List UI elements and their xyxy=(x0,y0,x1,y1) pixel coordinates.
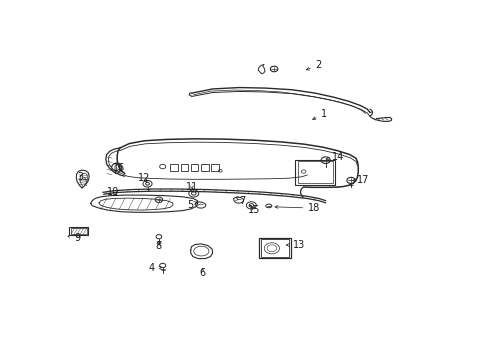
Text: 5: 5 xyxy=(186,199,196,210)
Bar xyxy=(190,163,198,171)
Text: 8: 8 xyxy=(156,241,162,251)
Text: 9: 9 xyxy=(74,233,81,243)
Text: 17: 17 xyxy=(352,175,369,185)
Text: 11: 11 xyxy=(185,182,198,192)
Text: 13: 13 xyxy=(286,240,305,250)
Bar xyxy=(261,239,288,257)
Text: 2: 2 xyxy=(305,60,321,70)
Text: 12: 12 xyxy=(137,174,150,184)
Bar xyxy=(180,163,188,171)
Text: 6: 6 xyxy=(199,268,205,278)
Bar xyxy=(70,228,86,234)
Bar xyxy=(297,161,332,183)
Bar xyxy=(295,159,334,185)
Text: 4: 4 xyxy=(149,263,162,273)
Text: 18: 18 xyxy=(275,203,320,213)
Bar xyxy=(259,238,290,258)
Text: 14: 14 xyxy=(325,152,343,162)
Text: 7: 7 xyxy=(236,195,245,206)
Text: 16: 16 xyxy=(112,163,124,174)
Bar xyxy=(170,163,178,171)
Text: 15: 15 xyxy=(248,205,260,215)
Text: 3: 3 xyxy=(78,172,86,182)
Bar xyxy=(211,163,218,171)
Text: 10: 10 xyxy=(107,187,119,197)
Bar xyxy=(69,227,87,235)
Bar xyxy=(201,163,208,171)
Text: 1: 1 xyxy=(312,109,327,120)
